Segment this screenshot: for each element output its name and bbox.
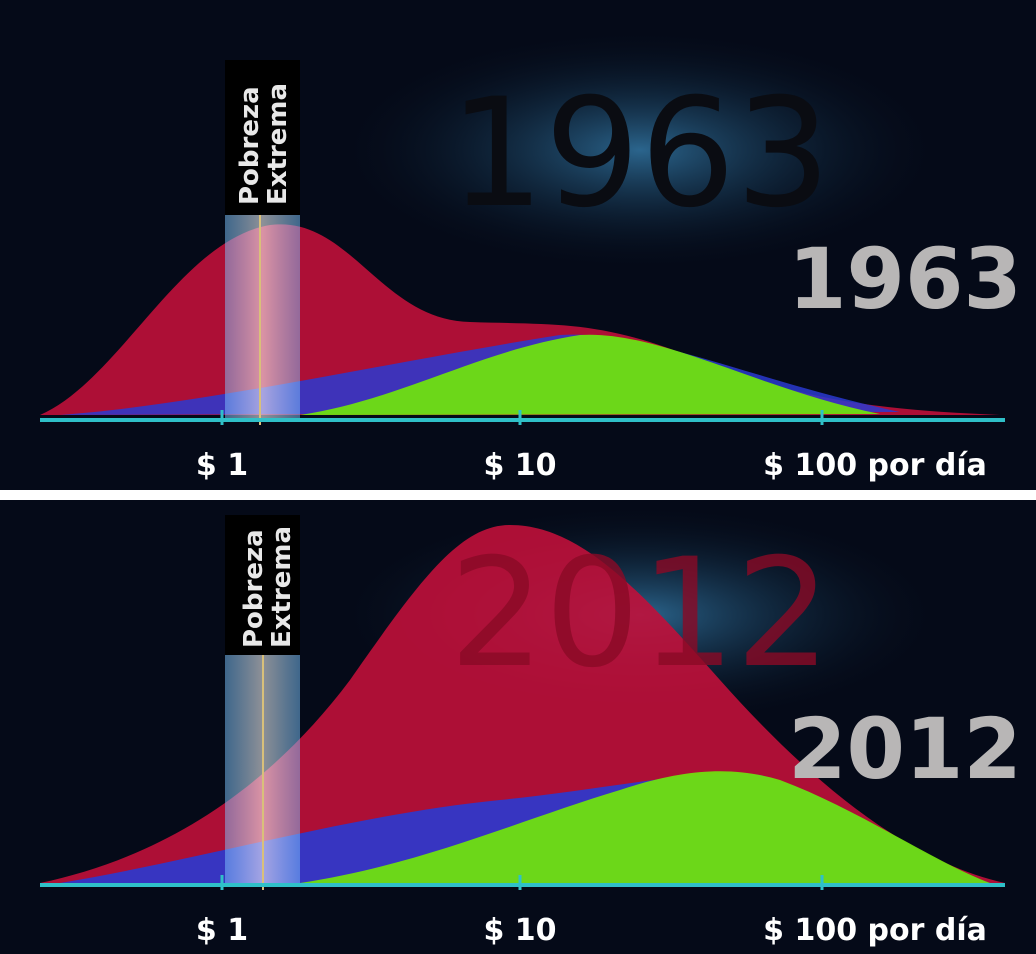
poverty-label: Pobreza <box>239 529 269 648</box>
axis-label: $ 100 por día <box>763 448 987 483</box>
poverty-label: Extrema <box>267 526 297 648</box>
poverty-label-box <box>225 60 300 215</box>
poverty-label: Pobreza <box>235 86 265 205</box>
poverty-label-box <box>225 515 300 655</box>
axis-label: $ 1 <box>196 448 248 483</box>
poverty-label: Extrema <box>263 83 293 205</box>
axis-label: $ 1 <box>196 913 248 948</box>
panel-2012: 2012 Pobreza Extrema $ 1 $ 10 $ 100 por … <box>0 500 1036 954</box>
glow <box>340 30 940 270</box>
background-year: 1963 <box>449 67 831 241</box>
panel-1963: 1963 Pobreza Extrema $ 1 $ 10 $ 100 por … <box>0 0 1036 490</box>
green-area <box>300 771 990 883</box>
year: 1963 <box>788 230 1022 328</box>
axis-label: $ 10 <box>483 913 556 948</box>
background-year: 2012 <box>449 527 831 701</box>
year: 2012 <box>788 700 1022 798</box>
poverty-band <box>225 215 300 420</box>
axis-label: $ 100 por día <box>763 913 987 948</box>
green-area <box>300 334 880 415</box>
axis-label: $ 10 <box>483 448 556 483</box>
